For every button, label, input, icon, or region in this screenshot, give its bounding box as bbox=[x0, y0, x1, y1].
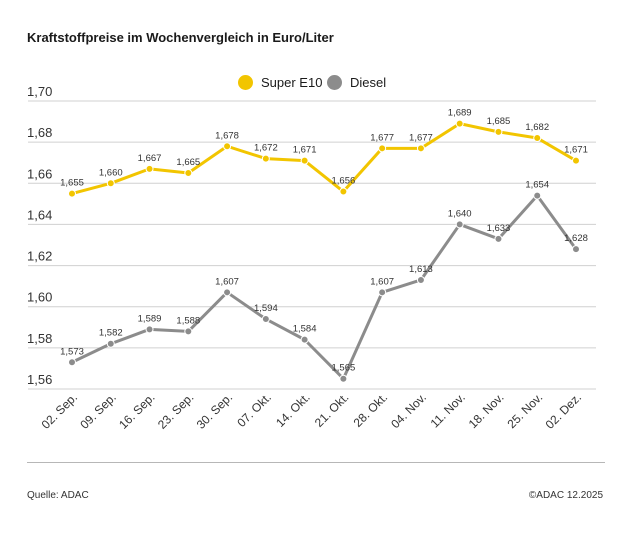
legend-item-super-e10: Super E10 bbox=[238, 75, 322, 90]
data-label-diesel: 1,654 bbox=[525, 180, 549, 191]
data-label-diesel: 1,584 bbox=[293, 324, 317, 335]
x-tick-label: 02. Sep. bbox=[39, 390, 81, 432]
data-point-diesel bbox=[261, 315, 270, 324]
data-point-super-e10 bbox=[494, 127, 503, 136]
data-label-super-e10: 1,655 bbox=[60, 178, 84, 189]
data-label-diesel: 1,582 bbox=[99, 328, 123, 339]
data-label-super-e10: 1,671 bbox=[293, 145, 317, 156]
data-point-super-e10 bbox=[68, 189, 76, 198]
data-label-super-e10: 1,677 bbox=[409, 132, 433, 143]
data-point-super-e10 bbox=[261, 154, 270, 163]
data-point-diesel bbox=[416, 275, 425, 284]
data-point-super-e10 bbox=[572, 156, 580, 165]
x-tick-label: 02. Dez. bbox=[543, 390, 585, 432]
legend-swatch-super-e10 bbox=[238, 75, 253, 90]
data-point-diesel bbox=[494, 234, 503, 243]
y-tick-label: 1,58 bbox=[27, 331, 52, 346]
data-point-diesel bbox=[572, 245, 580, 254]
legend-label-super-e10: Super E10 bbox=[261, 75, 323, 90]
data-label-super-e10: 1,667 bbox=[138, 153, 162, 164]
copyright-note: ©ADAC 12.2025 bbox=[528, 490, 603, 501]
data-label-super-e10: 1,672 bbox=[254, 143, 278, 154]
data-label-diesel: 1,565 bbox=[331, 363, 355, 374]
x-tick-label: 25. Nov. bbox=[504, 390, 545, 431]
data-point-diesel bbox=[145, 325, 154, 334]
y-tick-label: 1,66 bbox=[27, 166, 52, 181]
source-note: Quelle: ADAC bbox=[27, 490, 89, 501]
data-label-diesel: 1,613 bbox=[409, 264, 433, 275]
data-point-diesel bbox=[455, 220, 464, 229]
x-tick-label: 09. Sep. bbox=[77, 390, 119, 432]
x-tick-label: 04. Nov. bbox=[388, 390, 429, 431]
data-point-super-e10 bbox=[339, 187, 348, 196]
x-tick-label: 11. Nov. bbox=[428, 390, 468, 430]
line-chart: 1,56 1,58 1,60 1,62 1,64 1,66 1,68 1,70 02. Sep.… bbox=[27, 84, 596, 432]
data-point-diesel bbox=[533, 191, 542, 200]
data-label-diesel: 1,607 bbox=[215, 276, 239, 287]
x-tick-label: 30. Sep. bbox=[194, 390, 236, 432]
chart-title: Kraftstoffpreise im Wochenvergleich in E… bbox=[27, 30, 334, 45]
data-label-super-e10: 1,665 bbox=[176, 157, 200, 168]
data-point-super-e10 bbox=[223, 142, 232, 151]
data-label-diesel: 1,633 bbox=[487, 223, 511, 234]
data-label-super-e10: 1,656 bbox=[331, 176, 355, 187]
data-point-diesel bbox=[184, 327, 193, 336]
data-label-diesel: 1,573 bbox=[60, 346, 84, 357]
x-tick-label: 16. Sep. bbox=[116, 390, 158, 432]
x-tick-label: 18. Nov. bbox=[466, 390, 507, 431]
x-tick-label: 28. Okt. bbox=[351, 390, 391, 430]
data-label-diesel: 1,628 bbox=[564, 233, 588, 244]
series-line-super-e10 bbox=[71, 122, 577, 196]
data-point-super-e10 bbox=[184, 169, 193, 177]
x-tick-label: 21. Okt. bbox=[312, 390, 352, 430]
data-label-super-e10: 1,685 bbox=[487, 116, 511, 127]
legend-item-diesel: Diesel bbox=[327, 75, 386, 90]
y-tick-label: 1,68 bbox=[27, 125, 52, 140]
data-label-super-e10: 1,671 bbox=[564, 145, 588, 156]
y-tick-label: 1,62 bbox=[27, 249, 52, 264]
data-point-super-e10 bbox=[416, 144, 425, 153]
data-label-diesel: 1,607 bbox=[370, 276, 394, 287]
y-tick-label: 1,60 bbox=[27, 290, 52, 305]
data-label-super-e10: 1,678 bbox=[215, 130, 239, 141]
series-line-diesel bbox=[71, 194, 578, 381]
data-point-super-e10 bbox=[145, 164, 154, 173]
data-point-diesel bbox=[300, 335, 309, 344]
data-label-diesel: 1,640 bbox=[448, 208, 472, 219]
legend-swatch-diesel bbox=[327, 75, 342, 90]
data-point-super-e10 bbox=[533, 134, 542, 143]
y-tick-label: 1,56 bbox=[27, 372, 52, 387]
data-point-diesel bbox=[223, 288, 232, 297]
data-point-diesel bbox=[378, 288, 387, 297]
footer-divider bbox=[27, 462, 605, 463]
legend-label-diesel: Diesel bbox=[350, 75, 387, 90]
data-label-diesel: 1,594 bbox=[254, 303, 278, 314]
data-label-diesel: 1,588 bbox=[176, 315, 200, 326]
chart-legend: Super E10 Diesel bbox=[0, 75, 630, 95]
x-tick-label: 07. Okt. bbox=[234, 390, 274, 430]
data-label-diesel: 1,589 bbox=[138, 313, 162, 324]
data-point-diesel bbox=[339, 374, 348, 383]
x-tick-label: 23. Sep. bbox=[155, 390, 197, 432]
data-label-super-e10: 1,677 bbox=[370, 132, 394, 143]
data-point-super-e10 bbox=[378, 144, 387, 153]
y-tick-label: 1,70 bbox=[27, 84, 52, 99]
data-label-super-e10: 1,660 bbox=[99, 167, 123, 178]
data-point-super-e10 bbox=[455, 119, 464, 128]
data-point-diesel bbox=[68, 358, 76, 367]
data-point-diesel bbox=[106, 339, 115, 348]
data-point-super-e10 bbox=[106, 179, 115, 188]
x-tick-label: 14. Okt. bbox=[273, 390, 313, 430]
y-tick-label: 1,64 bbox=[27, 207, 52, 222]
data-label-super-e10: 1,682 bbox=[525, 122, 549, 133]
data-label-super-e10: 1,689 bbox=[448, 108, 472, 119]
data-point-super-e10 bbox=[300, 156, 309, 165]
